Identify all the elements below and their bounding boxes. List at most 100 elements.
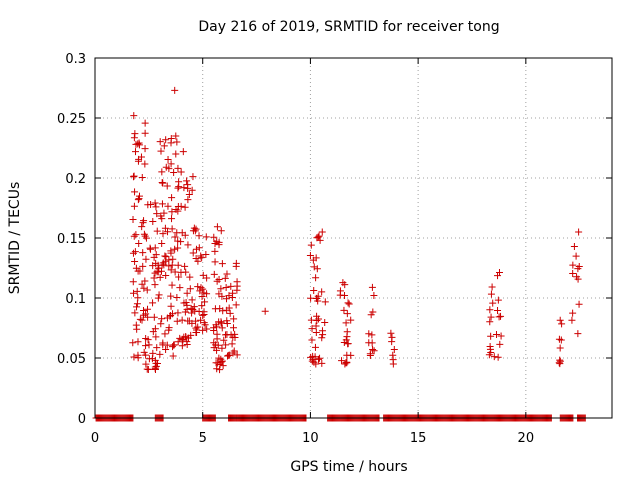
data-point xyxy=(159,259,167,267)
data-point xyxy=(183,177,191,185)
data-point xyxy=(225,292,233,300)
data-point xyxy=(184,181,192,189)
data-point xyxy=(318,359,326,367)
data-point xyxy=(130,172,138,180)
data-point xyxy=(149,349,157,357)
data-point xyxy=(168,215,176,223)
data-point xyxy=(152,365,160,373)
data-point xyxy=(306,252,314,260)
data-point xyxy=(309,352,317,360)
data-point xyxy=(369,345,377,353)
data-point xyxy=(187,304,195,312)
data-point xyxy=(318,228,326,236)
data-point xyxy=(130,112,138,120)
data-point xyxy=(129,173,137,181)
data-point xyxy=(171,233,179,241)
data-point xyxy=(130,289,138,297)
data-point xyxy=(216,366,224,374)
data-point xyxy=(129,278,137,286)
data-point xyxy=(164,156,172,164)
data-point xyxy=(176,284,184,292)
data-point xyxy=(174,261,182,269)
data-point xyxy=(215,275,223,283)
data-point xyxy=(180,299,188,307)
data-point xyxy=(156,350,164,358)
data-point xyxy=(173,294,181,302)
data-point xyxy=(149,299,157,307)
data-point xyxy=(343,328,351,336)
data-point xyxy=(572,252,580,260)
data-point xyxy=(196,287,204,295)
data-point xyxy=(555,335,563,343)
data-point xyxy=(160,142,168,150)
data-point xyxy=(167,160,175,168)
data-point xyxy=(213,365,221,373)
data-point xyxy=(494,353,502,361)
data-point xyxy=(171,245,179,253)
data-point xyxy=(130,202,138,210)
data-point xyxy=(131,248,139,256)
data-point xyxy=(489,299,497,307)
data-point xyxy=(199,285,207,293)
data-point xyxy=(574,265,582,273)
data-point xyxy=(315,315,323,323)
data-point xyxy=(338,357,346,365)
data-point xyxy=(494,296,502,304)
data-point xyxy=(176,334,184,342)
data-point xyxy=(132,140,140,148)
axes-ticks: 0 5 10 15 20 0 0.05 0.1 0.15 0.2 0.25 0.3 xyxy=(57,52,612,446)
data-point xyxy=(164,202,172,210)
data-point xyxy=(197,284,205,292)
data-point xyxy=(200,319,208,327)
data-point xyxy=(215,354,223,362)
data-point xyxy=(492,330,500,338)
data-point xyxy=(140,284,148,292)
data-point xyxy=(220,336,228,344)
data-point xyxy=(221,274,229,282)
data-point xyxy=(136,315,144,323)
data-point xyxy=(141,145,149,153)
data-point xyxy=(174,309,182,317)
data-point xyxy=(342,319,350,327)
data-point xyxy=(201,298,209,306)
data-point xyxy=(165,165,173,173)
data-point xyxy=(134,196,142,204)
data-point xyxy=(138,223,146,231)
data-point xyxy=(210,233,218,241)
data-point xyxy=(557,336,565,344)
data-point xyxy=(321,318,329,326)
data-point xyxy=(231,330,239,338)
data-point xyxy=(203,325,211,333)
data-point xyxy=(495,313,503,321)
data-point xyxy=(131,257,139,265)
data-point xyxy=(232,262,240,270)
data-point xyxy=(218,292,226,300)
data-point xyxy=(154,294,162,302)
data-point xyxy=(133,287,141,295)
data-point xyxy=(217,318,225,326)
data-point xyxy=(178,342,186,350)
data-point xyxy=(191,227,199,235)
data-point xyxy=(131,188,139,196)
data-point xyxy=(192,317,200,325)
data-point xyxy=(210,270,218,278)
data-point xyxy=(140,230,148,238)
data-point xyxy=(487,290,495,298)
data-point xyxy=(217,285,225,293)
data-point xyxy=(388,333,396,341)
data-point xyxy=(227,282,235,290)
x-tick-label: 0 xyxy=(91,431,99,446)
data-point xyxy=(170,169,178,177)
data-point xyxy=(131,148,139,156)
data-point xyxy=(318,288,326,296)
data-point xyxy=(187,331,195,339)
data-point xyxy=(496,340,504,348)
data-point xyxy=(188,296,196,304)
data-point xyxy=(179,336,187,344)
data-point xyxy=(167,302,175,310)
data-point xyxy=(318,334,326,342)
data-point xyxy=(150,274,158,282)
data-point xyxy=(180,333,188,341)
data-point xyxy=(233,351,241,359)
x-tick-label: 10 xyxy=(302,431,319,446)
